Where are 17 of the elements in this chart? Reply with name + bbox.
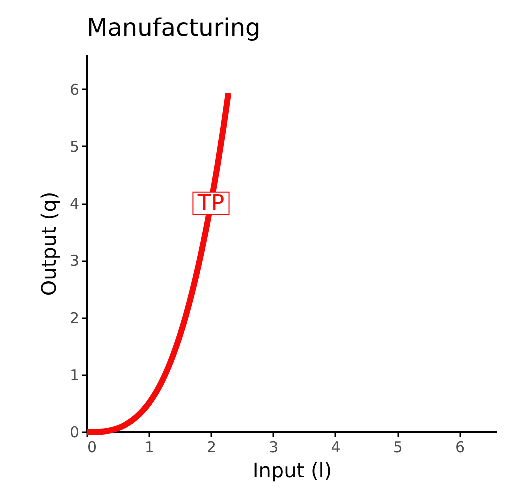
x-tick-label: 6 [455,438,465,456]
y-tick-label: 3 [70,252,80,270]
y-tick-label: 0 [70,424,80,442]
x-axis-title: Input (l) [252,458,332,482]
chart-title: Manufacturing [87,14,261,42]
y-tick-label: 1 [70,366,80,384]
x-tick-label: 1 [144,438,154,456]
x-tick-label: 3 [269,438,279,456]
x-tick-label: 2 [206,438,217,456]
y-tick-label: 2 [70,309,80,328]
x-tick-label: 0 [88,438,98,456]
y-tick-label: 5 [70,138,80,156]
y-axis-title: Output (q) [36,192,61,296]
x-tick-label: 4 [331,438,341,456]
y-tick-label: 6 [70,80,80,99]
y-tick-label: 4 [70,195,80,214]
x-tick-label: 5 [393,438,403,456]
